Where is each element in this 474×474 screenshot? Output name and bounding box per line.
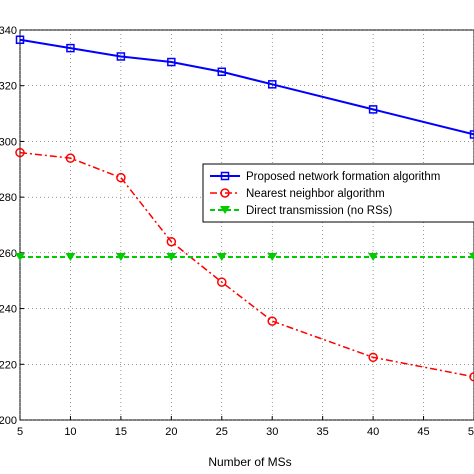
data-point-circle — [166, 236, 177, 247]
data-point-triangle — [115, 253, 126, 262]
y-tick-label: 300 — [0, 136, 17, 148]
data-point-triangle — [166, 253, 177, 262]
x-tick-label: 40 — [367, 426, 379, 438]
grid-lines — [19, 29, 474, 421]
legend-marker-direct — [220, 206, 230, 214]
y-tick-label: 220 — [0, 359, 17, 371]
data-point-square — [368, 105, 378, 114]
x-tick-label: 45 — [417, 426, 429, 438]
legend-marker-nearest — [220, 188, 230, 198]
data-point-square — [469, 130, 474, 139]
data-point-square — [267, 80, 277, 89]
legend-label-direct: Direct transmission (no RSs) — [246, 205, 393, 217]
plot-area — [19, 29, 474, 421]
x-tick-label: 50 — [468, 426, 474, 438]
data-point-square — [15, 35, 25, 44]
legend-label-proposed: Proposed network formation algorithm — [246, 171, 440, 183]
y-tick-label: 240 — [0, 304, 17, 316]
legend-entry-nearest: Nearest neighbor algorithm — [210, 188, 385, 200]
data-point-circle — [368, 352, 378, 363]
data-point-triangle — [216, 253, 227, 262]
data-point-triangle — [267, 253, 278, 262]
data-point-circle — [15, 147, 25, 158]
x-axis-ticks: 5 10 15 20 25 30 35 40 45 50 — [17, 416, 474, 438]
data-point-square — [167, 57, 176, 67]
data-point-square — [217, 67, 227, 77]
x-tick-label: 15 — [115, 426, 127, 438]
x-axis-label: Number of MSs — [208, 455, 291, 469]
data-point-circle — [65, 153, 76, 163]
legend-entry-direct: Direct transmission (no RSs) — [210, 205, 393, 217]
y-axis-ticks: 200 220 240 260 280 300 320 340 — [0, 25, 24, 427]
y-tick-label: 280 — [0, 192, 17, 204]
x-tick-label: 35 — [317, 426, 329, 438]
y-tick-label: 320 — [0, 81, 17, 93]
legend: Proposed network formation algorithm Nea… — [202, 163, 474, 223]
x-tick-label: 30 — [266, 426, 278, 438]
x-tick-label: 20 — [165, 426, 177, 438]
y-tick-label: 340 — [0, 25, 17, 37]
legend-label-nearest: Nearest neighbor algorithm — [246, 188, 385, 200]
x-tick-label: 25 — [216, 426, 228, 438]
x-tick-label: 5 — [17, 426, 23, 438]
data-series — [15, 35, 474, 382]
series-line-1 — [19, 38, 474, 136]
legend-marker-proposed — [220, 171, 230, 181]
data-point-triangle — [65, 253, 76, 262]
data-point-square — [116, 52, 126, 61]
data-point-square — [66, 43, 75, 53]
data-point-circle — [217, 277, 227, 287]
legend-entry-proposed: Proposed network formation algorithm — [210, 171, 440, 183]
data-point-triangle — [469, 253, 474, 262]
data-point-circle — [469, 372, 474, 382]
data-point-circle — [116, 172, 126, 183]
data-point-triangle — [368, 253, 379, 262]
y-tick-label: 260 — [0, 248, 17, 260]
data-point-triangle — [15, 253, 25, 262]
y-tick-label: 200 — [0, 415, 17, 427]
x-tick-label: 10 — [64, 426, 76, 438]
data-point-circle — [267, 316, 277, 326]
legend-box — [202, 163, 474, 223]
